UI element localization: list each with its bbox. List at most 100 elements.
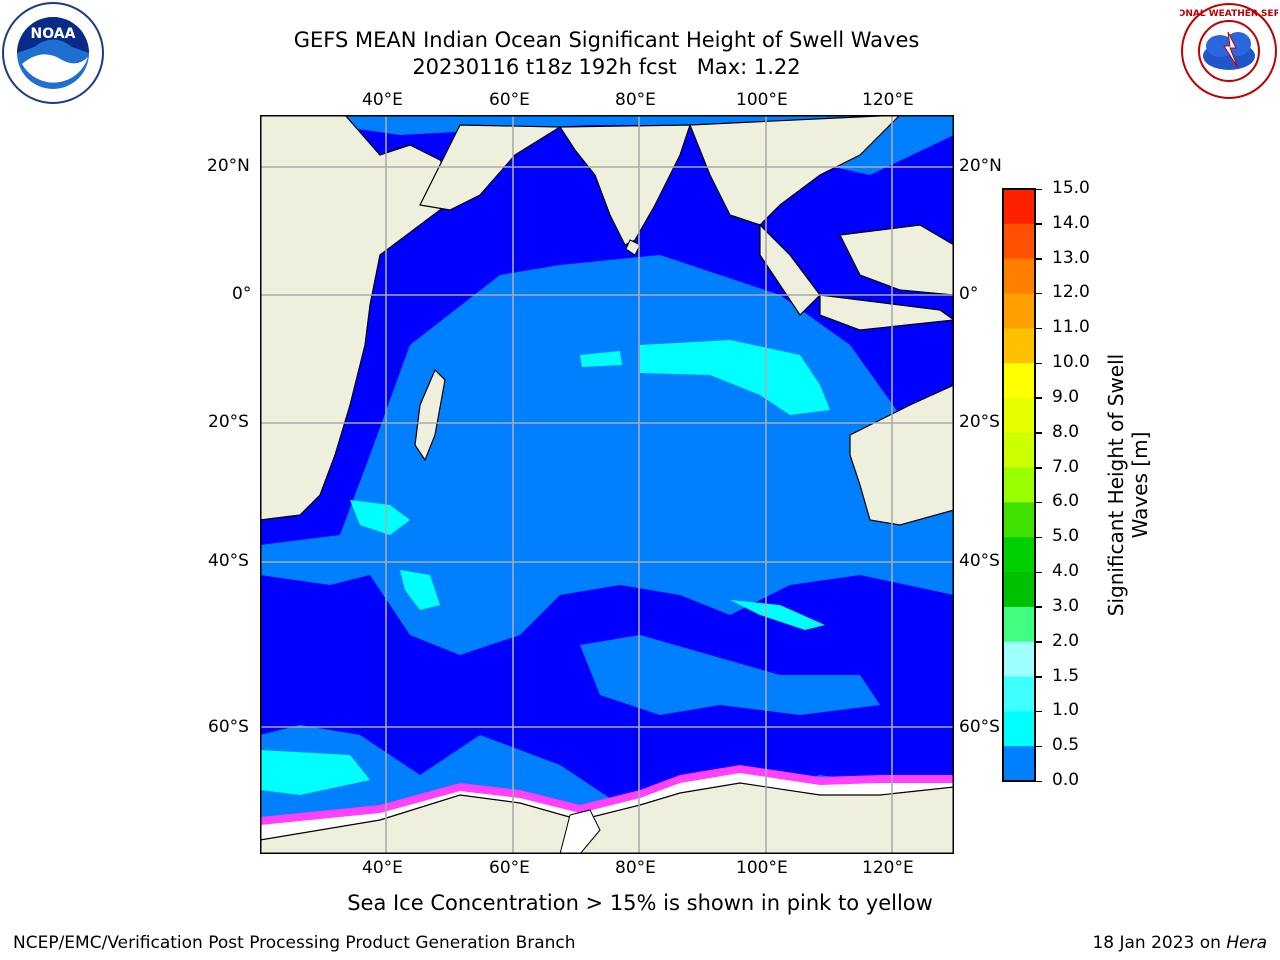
lon-tick-bottom-40e: 40°E xyxy=(362,858,403,878)
colorbar-tick-label: 10.0 xyxy=(1052,352,1090,373)
colorbar-tick-label: 4.0 xyxy=(1052,561,1080,582)
lon-tick-top-100e: 100°E xyxy=(736,90,788,110)
lon-tick-top-80e: 80°E xyxy=(615,90,656,110)
colorbar-frame xyxy=(1002,188,1036,782)
swell-height-map xyxy=(260,115,954,854)
colorbar-swatch xyxy=(1003,397,1035,434)
colorbar-tick-mark xyxy=(1036,710,1042,713)
colorbar-swatch xyxy=(1003,676,1035,712)
colorbar-tick-mark xyxy=(1036,467,1042,469)
colorbar-tick-mark xyxy=(1036,676,1042,678)
colorbar-tick-mark xyxy=(1036,606,1042,608)
swell-patch-small xyxy=(580,351,622,367)
colorbar-swatch xyxy=(1003,328,1035,364)
colorbar-swatch xyxy=(1003,223,1035,260)
colorbar-tick-label: 1.0 xyxy=(1052,700,1080,721)
colorbar-tick-mark xyxy=(1036,432,1042,434)
colorbar-tick-mark xyxy=(1036,501,1042,504)
colorbar-tick-label: 2.0 xyxy=(1052,630,1080,651)
colorbar-swatch xyxy=(1003,641,1035,678)
noaa-logo-text: NOAA xyxy=(31,26,76,42)
colorbar-tick-label: 14.0 xyxy=(1052,212,1090,233)
colorbar-tick-label: 0.5 xyxy=(1052,735,1080,756)
lat-tick-right-0: 0° xyxy=(959,284,979,304)
colorbar-tick-label: 15.0 xyxy=(1052,178,1090,198)
colorbar-swatch xyxy=(1003,537,1035,573)
lat-tick-left-20s: 20°S xyxy=(208,412,249,432)
lat-tick-left-20n: 20°N xyxy=(207,156,250,176)
colorbar-tick-mark xyxy=(1036,536,1042,539)
colorbar-tick-mark xyxy=(1036,292,1042,295)
colorbar-tick-mark xyxy=(1036,571,1042,574)
colorbar-tick-mark xyxy=(1036,745,1042,748)
footer-right: 18 Jan 2023 on Hera xyxy=(1092,933,1267,953)
lat-tick-right-20s: 20°S xyxy=(959,412,1000,432)
nws-logo: NATIONAL WEATHER SERVICE xyxy=(1180,3,1278,99)
colorbar-swatch xyxy=(1003,606,1035,643)
land-southeast-asia xyxy=(689,115,901,226)
colorbar-swatch xyxy=(1003,746,1035,782)
ocean-low-north xyxy=(260,115,954,545)
nws-logo-text: NATIONAL WEATHER SERVICE xyxy=(1180,9,1278,19)
land-madagascar xyxy=(414,368,446,462)
footer-host: Hera xyxy=(1226,933,1267,953)
colorbar-swatch xyxy=(1003,711,1035,747)
colorbar-tick-label: 0.0 xyxy=(1052,770,1080,790)
land-java xyxy=(819,294,954,331)
footer-date: 18 Jan 2023 on xyxy=(1092,933,1227,953)
colorbar-swatch xyxy=(1003,432,1035,469)
lon-tick-bottom-60e: 60°E xyxy=(489,858,530,878)
lon-tick-bottom-80e: 80°E xyxy=(615,858,656,878)
swell-patch-southwest xyxy=(350,500,410,535)
lat-tick-left-60s: 60°S xyxy=(208,717,249,737)
colorbar-tick-label: 13.0 xyxy=(1052,247,1090,268)
gridlines xyxy=(260,115,954,854)
lon-tick-top-40e: 40°E xyxy=(362,90,403,110)
colorbar-swatch xyxy=(1003,363,1035,399)
colorbar-tick-mark xyxy=(1036,258,1042,260)
colorbar-label: Significant Height of Swell Waves [m] xyxy=(1104,353,1152,617)
colorbar-tick-label: 6.0 xyxy=(1052,491,1080,512)
land-sumatra xyxy=(759,223,821,316)
land-antarctica xyxy=(260,782,954,854)
colorbar-tick-label: 12.0 xyxy=(1052,282,1090,303)
colorbar-swatch xyxy=(1003,467,1035,503)
map-frame xyxy=(260,115,954,854)
colorbar xyxy=(1002,188,1036,782)
colorbar-tick-mark xyxy=(1036,223,1042,225)
swell-patch-tropical xyxy=(640,340,830,415)
colorbar-swatch xyxy=(1003,258,1035,294)
colorbar-tick-mark xyxy=(1036,641,1042,643)
colorbar-swatch xyxy=(1003,293,1035,329)
colorbar-tick-label: 3.0 xyxy=(1052,595,1080,616)
ocean-mid-patch xyxy=(580,635,880,715)
map-subtitle: 20230116 t18z 192h fcst Max: 1.22 xyxy=(412,55,801,79)
land-africa xyxy=(260,115,461,521)
swell-patch-far-south xyxy=(260,750,370,795)
colorbar-tick-mark xyxy=(1036,397,1042,399)
colorbar-tick-mark xyxy=(1036,188,1042,190)
land-borneo xyxy=(839,224,954,296)
map-title: GEFS MEAN Indian Ocean Significant Heigh… xyxy=(293,28,920,52)
colorbar-swatch xyxy=(1003,189,1035,225)
sea-ice-caption: Sea Ice Concentration > 15% is shown in … xyxy=(347,891,933,915)
lat-tick-right-20n: 20°N xyxy=(959,156,1002,176)
colorbar-tick-mark xyxy=(1036,780,1042,782)
noaa-logo: NOAA xyxy=(2,2,104,104)
colorbar-tick-label: 11.0 xyxy=(1052,317,1090,338)
lon-tick-top-60e: 60°E xyxy=(489,90,530,110)
colorbar-swatch xyxy=(1003,502,1035,538)
colorbar-tick-label: 7.0 xyxy=(1052,456,1080,477)
lat-tick-right-60s: 60°S xyxy=(959,717,1000,737)
land-sri-lanka xyxy=(625,239,641,256)
colorbar-tick-mark xyxy=(1036,362,1042,365)
colorbar-tick-label: 5.0 xyxy=(1052,526,1080,547)
colorbar-tick-label: 1.5 xyxy=(1052,665,1080,686)
lon-tick-top-120e: 120°E xyxy=(862,90,914,110)
lat-tick-left-40s: 40°S xyxy=(208,551,249,571)
colorbar-tick-mark xyxy=(1036,327,1042,330)
lon-tick-bottom-120e: 120°E xyxy=(862,858,914,878)
land-australia xyxy=(849,384,954,526)
colorbar-tick-label: 9.0 xyxy=(1052,386,1080,407)
lat-tick-left-0: 0° xyxy=(232,284,252,304)
